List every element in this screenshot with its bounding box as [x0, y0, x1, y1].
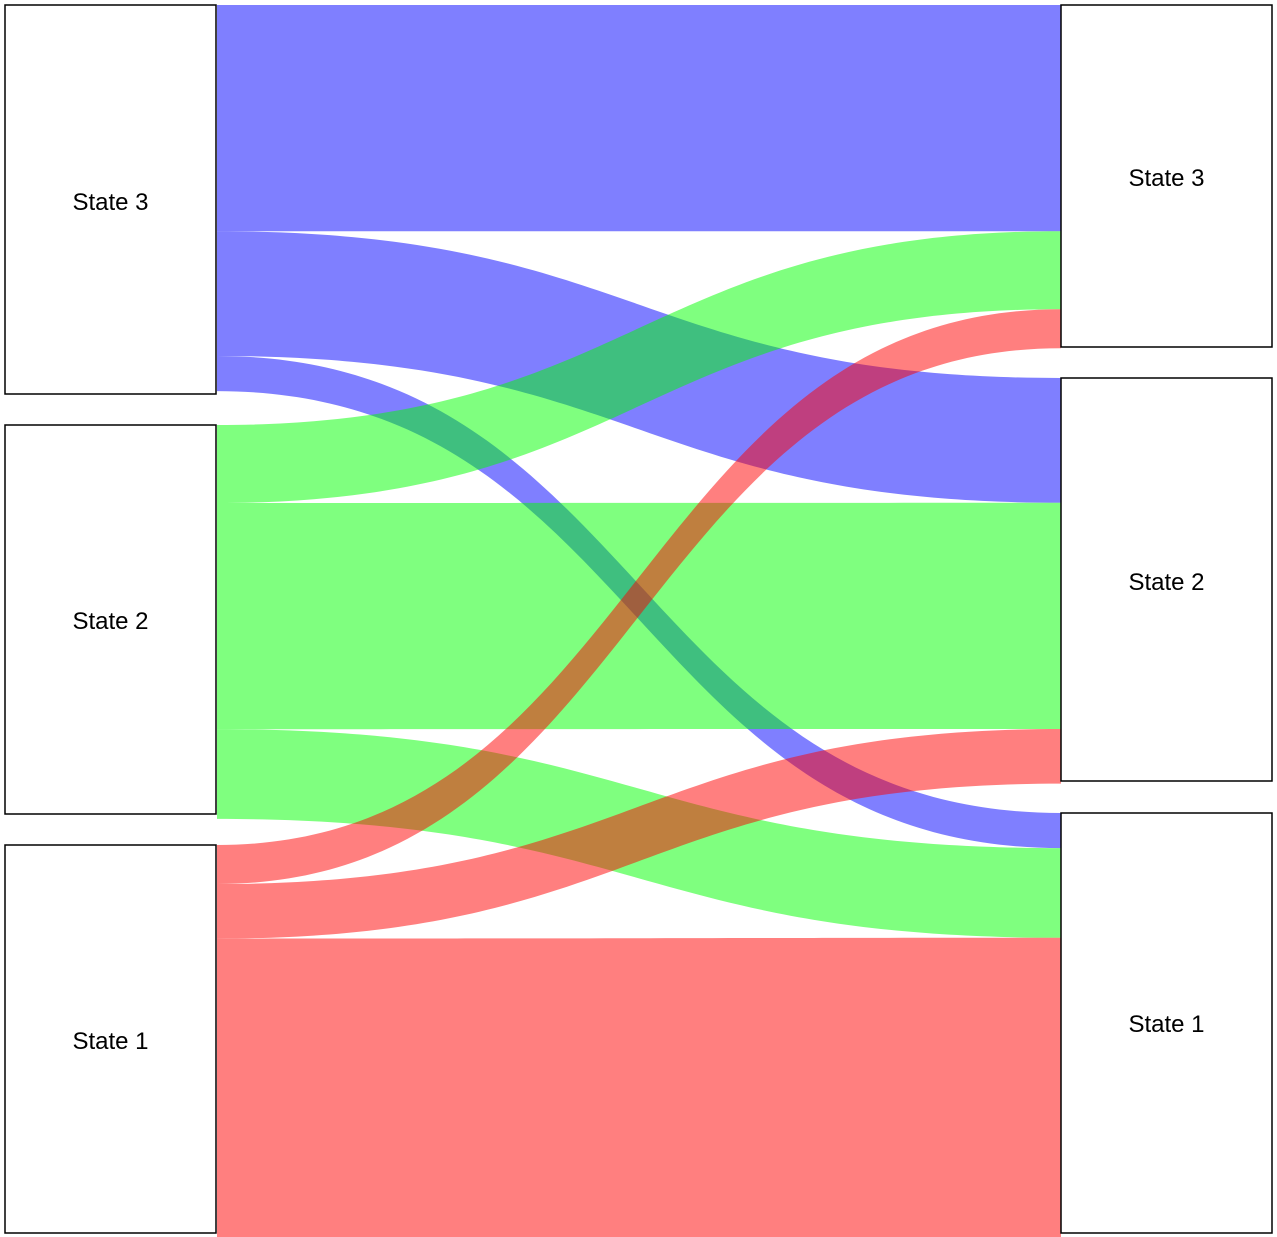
right-node-state-1-label: State 1	[1128, 1011, 1204, 1038]
right-node-state-1: State 1	[1060, 812, 1273, 1234]
flow-l2-to-r3	[217, 231, 1061, 503]
nodes-layer: State 3 State 2 State 1 State 3 State 2 …	[4, 4, 1273, 1234]
left-node-state-3-label: State 3	[72, 189, 148, 216]
left-node-state-1: State 1	[4, 844, 217, 1234]
right-node-state-3: State 3	[1060, 4, 1273, 348]
right-node-state-2-box	[1060, 377, 1273, 782]
right-node-state-2-label: State 2	[1128, 569, 1204, 596]
flow-l3-to-r3	[217, 5, 1061, 232]
left-node-state-3-box	[4, 4, 217, 395]
flow-l1-to-r3	[217, 309, 1061, 884]
left-node-state-1-label: State 1	[72, 1028, 148, 1055]
flows-layer	[217, 5, 1061, 1237]
left-node-state-2-label: State 2	[72, 608, 148, 635]
left-node-state-2-box	[4, 424, 217, 815]
right-node-state-3-label: State 3	[1128, 165, 1204, 192]
right-node-state-3-box	[1060, 4, 1273, 348]
flow-l1-to-r2	[217, 729, 1061, 939]
left-node-state-3: State 3	[4, 4, 217, 395]
flow-l1-to-r1	[217, 937, 1061, 1237]
right-node-state-1-box	[1060, 812, 1273, 1234]
left-node-state-2: State 2	[4, 424, 217, 815]
right-node-state-2: State 2	[1060, 377, 1273, 782]
left-node-state-1-box	[4, 844, 217, 1234]
